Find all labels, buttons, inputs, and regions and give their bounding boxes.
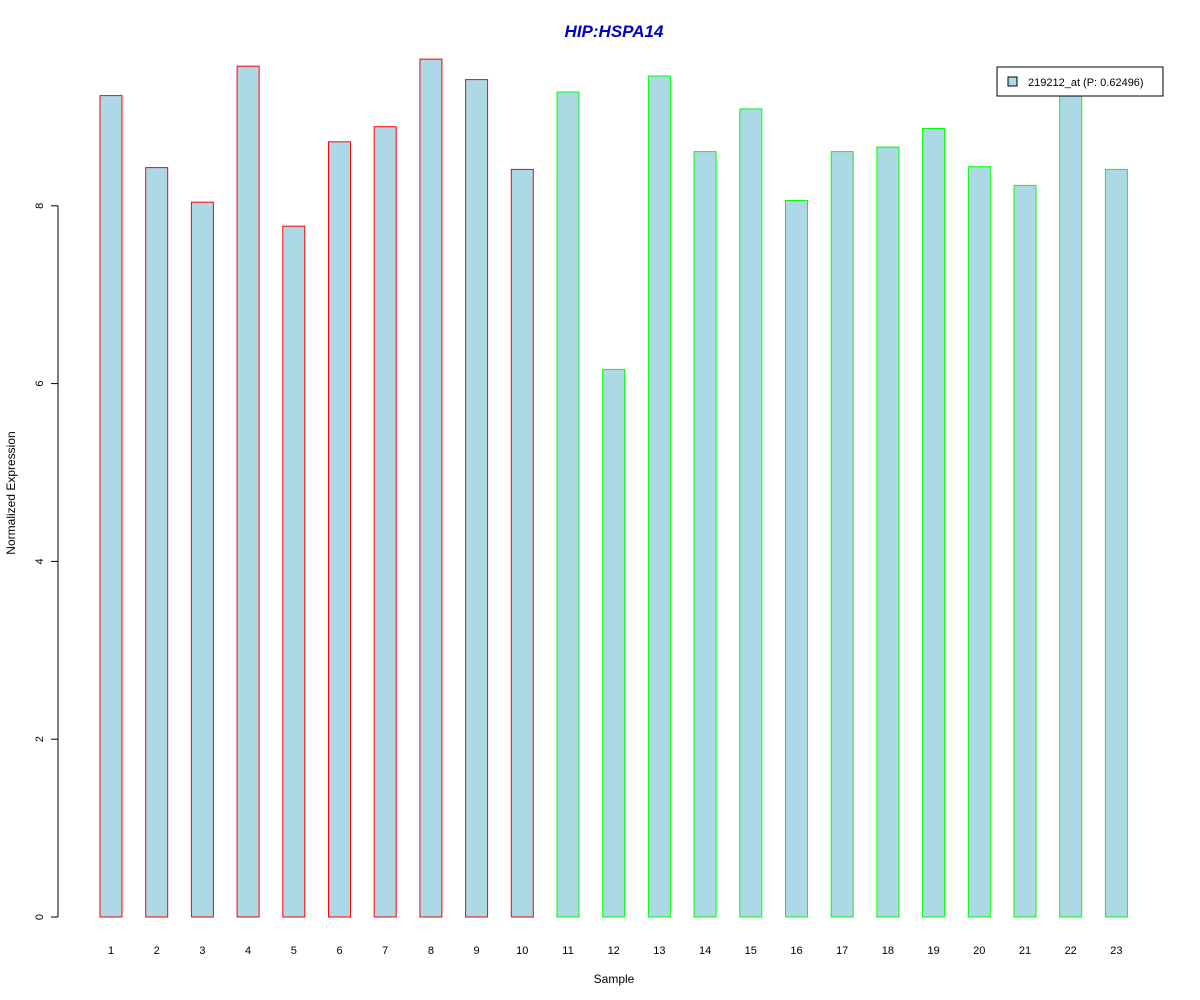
x-tick-label: 21: [1019, 945, 1031, 957]
y-tick-label: 6: [34, 381, 46, 387]
bar-sample-11: [556, 91, 580, 918]
x-tick-label: 14: [699, 945, 711, 957]
x-tick-label: 3: [199, 945, 205, 957]
bar-sample-10: [510, 168, 534, 918]
bar-sample-23: [1104, 168, 1128, 918]
bar-sample-14: [693, 151, 717, 918]
x-tick-label: 12: [608, 945, 620, 957]
x-tick-label: 11: [562, 945, 573, 957]
bar-sample-3: [190, 201, 214, 918]
x-tick-label: 18: [882, 945, 894, 957]
x-tick-label: 2: [154, 945, 160, 957]
x-tick-labels: 1 2 3 4 5 6 7 8 9 10 11 12 13 14 15 16 17 18 19 20 21 22 23: [108, 945, 1123, 957]
bar-sample-5: [282, 225, 306, 918]
legend: 219212_at (P: 0.62496): [996, 66, 1164, 97]
bar-sample-15: [739, 108, 763, 918]
bar-sample-18: [876, 146, 900, 918]
x-tick-label: 20: [973, 945, 985, 957]
x-tick-label: 10: [516, 945, 528, 957]
bar-sample-19: [922, 128, 946, 918]
x-tick-label: 13: [653, 945, 665, 957]
bar-sample-9: [465, 79, 489, 918]
bar-sample-7: [373, 126, 397, 918]
bar-sample-1: [99, 95, 123, 918]
bar-sample-22: [1059, 86, 1083, 918]
x-tick-label: 16: [790, 945, 802, 957]
y-tick-label: 4: [34, 558, 46, 564]
x-tick-label: 15: [745, 945, 757, 957]
legend-swatch: [1007, 76, 1018, 87]
x-tick-label: 7: [382, 945, 388, 957]
y-axis: 0 2 4 6 8: [34, 203, 59, 920]
y-axis-label: Normalized Expression: [4, 431, 18, 554]
bar-sample-20: [967, 166, 991, 918]
bar-sample-13: [647, 75, 671, 918]
x-tick-label: 23: [1110, 945, 1122, 957]
x-tick-label: 1: [108, 945, 114, 957]
bar-sample-17: [830, 151, 854, 918]
bar-sample-12: [602, 368, 626, 918]
x-tick-label: 4: [245, 945, 251, 957]
bar-sample-4: [236, 65, 260, 918]
x-tick-label: 22: [1065, 945, 1077, 957]
x-tick-label: 5: [291, 945, 297, 957]
bar-sample-21: [1013, 184, 1037, 918]
bar-sample-6: [328, 141, 351, 918]
x-tick-label: 19: [927, 945, 939, 957]
x-axis-label: Sample: [594, 972, 635, 986]
y-tick-label: 0: [34, 914, 46, 920]
chart-title: HIP:HSPA14: [565, 22, 664, 41]
y-tick-label: 2: [34, 736, 46, 742]
y-tick-label: 8: [34, 203, 46, 209]
x-tick-label: 9: [474, 945, 480, 957]
x-tick-label: 8: [428, 945, 434, 957]
bar-sample-16: [785, 200, 808, 918]
x-tick-label: 6: [336, 945, 342, 957]
legend-label: 219212_at (P: 0.62496): [1028, 77, 1144, 89]
bars-group: [99, 58, 1128, 918]
x-tick-label: 17: [836, 945, 848, 957]
legend-box: [996, 66, 1164, 97]
bar-sample-2: [145, 167, 169, 918]
bar-sample-8: [419, 58, 443, 918]
